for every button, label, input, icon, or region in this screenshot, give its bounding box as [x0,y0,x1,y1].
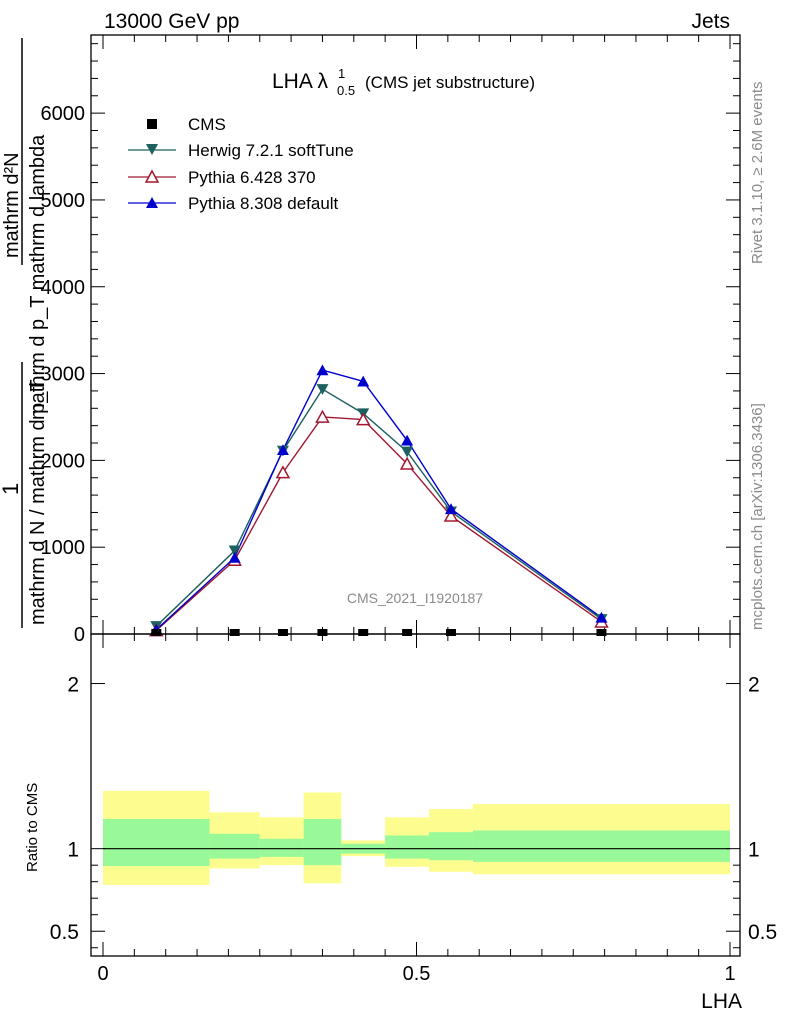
chart-title-sup: 1 [338,66,345,81]
legend-pythia8-marker [146,197,158,208]
cms-data-point [229,629,240,636]
series-point [443,508,459,522]
series-point [355,412,371,426]
x-tick-label: 0.5 [403,963,431,985]
chart-title-sub: 0.5 [337,83,355,98]
y-tick-label: 0 [74,624,85,646]
series-point [357,375,370,387]
y-axis-denominator: mathrm d p_T mathrm d lambda [27,134,49,420]
analysis-watermark: CMS_2021_I1920187 [347,590,483,606]
ratio-inner-band [259,838,304,857]
ratio-y-axis-title: Ratio to CMS [24,783,41,872]
cms-data-point [402,629,413,636]
series-point [276,444,289,456]
y-axis-prefix-denominator: mathrm d N / mathrm d p_T [27,379,49,625]
series-line [155,388,602,627]
legend-cms-label: CMS [188,115,226,134]
y-tick-label: 1000 [41,537,86,559]
cms-data-point [596,629,607,636]
ratio-inner-band [303,818,342,866]
series-point [399,456,415,470]
y-tick-label: 5000 [41,190,86,212]
x-tick-label: 1 [724,963,735,985]
ratio-y-tick-label: 1 [67,839,79,862]
y-tick-label: 2000 [41,450,86,472]
y-tick-label: 6000 [41,103,86,125]
ratio-y-tick-label: 2 [67,674,79,697]
ratio-y-tick-label: 0.5 [50,921,79,944]
y-tick-label: 4000 [41,277,86,299]
series-line [155,369,602,631]
chart-title: LHA λ 1 0.5 (CMS jet substructure) [272,66,535,98]
series-point [228,551,241,563]
y-axis-title: 1 mathrm d N / mathrm d p_T mathrm d²N m… [0,38,49,628]
y-tick-label: 3000 [41,364,86,386]
series-point [595,611,608,623]
header-right-label: Jets [691,10,730,33]
legend: CMS Herwig 7.2.1 softTune Pythia 6.428 3… [128,115,354,213]
series-point [444,503,457,515]
series-point [401,446,414,458]
rivet-version-label: Rivet 3.1.10, ≥ 2.6M events [749,82,766,265]
cms-data-point [358,629,369,636]
ratio-y-tick-label-right: 1 [748,839,760,862]
series-point [316,364,329,376]
series-point [228,545,241,557]
ratio-inner-band [385,835,430,859]
x-axis-title: LHA [701,990,742,1013]
chart-title-main: LHA λ [272,70,329,93]
legend-pythia6-label: Pythia 6.428 370 [188,168,316,187]
ratio-y-tick-label-right: 0.5 [748,921,777,944]
ratio-plot-frame [90,633,741,957]
legend-pythia8-label: Pythia 8.308 default [188,194,339,213]
mcplots-label: mcplots.cern.ch [arXiv:1306.3436] [749,403,766,630]
ratio-inner-band [472,830,730,862]
header-left-label: 13000 GeV pp [104,10,239,33]
cms-data-point [277,629,288,636]
ratio-y-tick-label-right: 2 [748,674,760,697]
chart-title-note: (CMS jet substructure) [365,73,535,92]
legend-cms-marker [147,119,157,129]
series-point [275,465,291,479]
series-line [155,416,602,632]
series-point [315,409,330,423]
y-axis-numerator: mathrm d²N [1,152,23,258]
legend-pythia6-marker [144,169,160,183]
legend-herwig-label: Herwig 7.2.1 softTune [188,141,354,160]
cms-data-point [445,629,456,636]
y-axis-prefix-numerator: 1 [0,483,23,495]
ratio-inner-band [103,818,210,867]
ratio-inner-band [209,833,260,859]
cms-data-point [151,629,162,636]
series-point [316,384,329,395]
ratio-inner-band [429,832,473,861]
cms-data-point [317,629,328,636]
series-point [401,434,414,446]
legend-herwig-marker [146,144,158,155]
x-tick-label: 0 [97,963,108,985]
